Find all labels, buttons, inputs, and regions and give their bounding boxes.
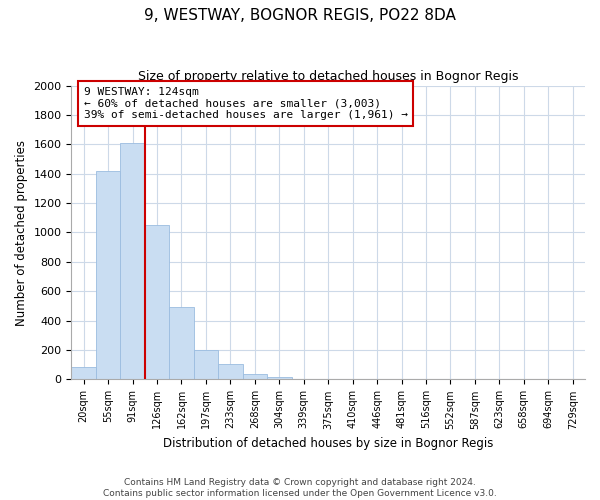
Bar: [96, 171, 121, 380]
Bar: [169, 308, 194, 380]
Y-axis label: Number of detached properties: Number of detached properties: [15, 140, 28, 326]
Bar: [242, 374, 267, 380]
X-axis label: Distribution of detached houses by size in Bognor Regis: Distribution of detached houses by size …: [163, 437, 493, 450]
Title: Size of property relative to detached houses in Bognor Regis: Size of property relative to detached ho…: [138, 70, 518, 83]
Text: 9 WESTWAY: 124sqm
← 60% of detached houses are smaller (3,003)
39% of semi-detac: 9 WESTWAY: 124sqm ← 60% of detached hous…: [83, 87, 407, 120]
Bar: [218, 364, 242, 380]
Bar: [145, 225, 169, 380]
Bar: [71, 367, 96, 380]
Bar: [267, 377, 292, 380]
Text: Contains HM Land Registry data © Crown copyright and database right 2024.
Contai: Contains HM Land Registry data © Crown c…: [103, 478, 497, 498]
Bar: [194, 350, 218, 380]
Bar: [121, 143, 145, 380]
Text: 9, WESTWAY, BOGNOR REGIS, PO22 8DA: 9, WESTWAY, BOGNOR REGIS, PO22 8DA: [144, 8, 456, 22]
